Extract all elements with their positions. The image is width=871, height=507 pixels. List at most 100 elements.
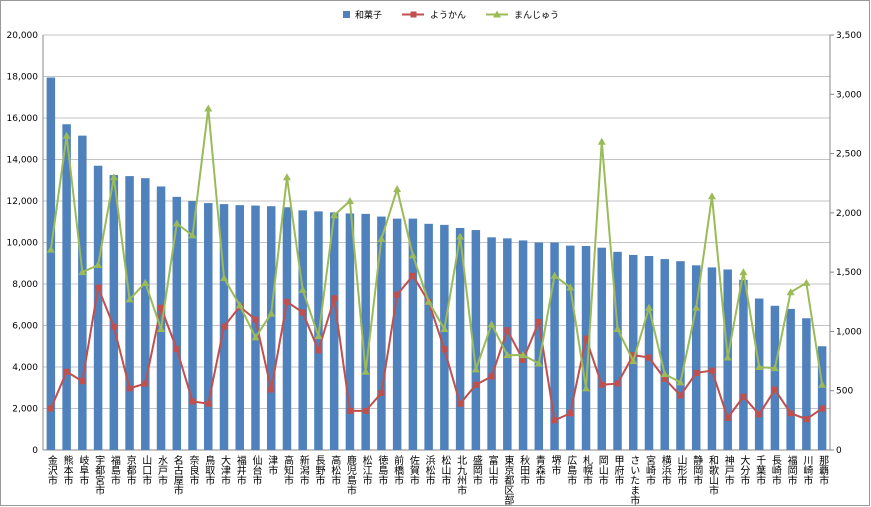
x-tick-label: 名古屋市 (171, 454, 183, 496)
legend-swatch (343, 11, 350, 18)
bar (786, 308, 795, 450)
y-tick-label: 12,000 (7, 197, 39, 207)
marker (566, 283, 575, 291)
bar (93, 165, 103, 450)
marker (63, 368, 70, 375)
bar (644, 255, 654, 450)
marker (692, 303, 701, 311)
x-tick-label: 高知市 (281, 454, 293, 486)
bar (424, 223, 433, 450)
marker (519, 351, 528, 359)
y-tick-label: 0 (32, 446, 38, 456)
x-tick-label: 山形市 (675, 455, 687, 486)
legend-label: 和菓子 (355, 9, 382, 21)
marker (661, 375, 668, 382)
marker (598, 381, 605, 388)
marker (503, 351, 512, 359)
x-tick-label: 浜松市 (423, 455, 435, 486)
x-tick-label: 札幌市 (581, 454, 593, 486)
bar (487, 237, 496, 450)
legend-marker (493, 10, 502, 18)
bar (471, 230, 481, 450)
marker (644, 303, 653, 311)
marker (803, 416, 810, 423)
x-tick-label: 盛岡市 (470, 454, 482, 486)
x-tick-label: さいたま市 (628, 455, 640, 506)
x-tick-label: 秋田市 (518, 454, 530, 486)
bar (188, 201, 197, 450)
marker (188, 231, 197, 239)
marker (125, 295, 134, 303)
bar (266, 206, 276, 450)
x-tick-label: 静岡市 (691, 454, 703, 486)
marker (819, 405, 826, 412)
marker (78, 268, 87, 276)
marker (818, 380, 827, 388)
marker (457, 400, 464, 407)
y-tick-label: 18,000 (7, 73, 39, 83)
marker (693, 369, 700, 376)
marker (173, 346, 180, 353)
bar (282, 207, 292, 450)
marker (157, 325, 166, 333)
marker (267, 309, 276, 317)
bar (754, 298, 764, 450)
marker (487, 320, 496, 328)
bar (141, 178, 150, 451)
y-tick-label: 4,000 (12, 363, 38, 373)
bar (518, 240, 528, 450)
y-tick-label: 6,000 (12, 322, 38, 332)
marker (456, 232, 465, 240)
marker (268, 386, 275, 393)
bar (392, 218, 402, 450)
marker (62, 131, 71, 139)
marker (46, 245, 55, 253)
marker (315, 347, 322, 354)
marker (235, 301, 244, 309)
bar (298, 210, 307, 450)
marker (142, 380, 149, 387)
y2-tick-label: 2,000 (836, 209, 862, 219)
x-tick-label: 福島市 (108, 454, 120, 486)
marker (158, 304, 165, 311)
marker (409, 272, 416, 279)
bar (597, 247, 607, 450)
x-tick-label: 宮崎市 (643, 454, 655, 486)
marker (645, 354, 652, 361)
bar (503, 238, 512, 450)
marker (361, 367, 370, 375)
legend-item: 和菓子 (343, 9, 382, 21)
x-tick-label: 横浜市 (659, 454, 671, 486)
x-tick-label: 新潟市 (297, 454, 309, 486)
bar (676, 261, 685, 450)
legend-marker (410, 11, 417, 18)
marker (583, 335, 590, 342)
marker (472, 381, 479, 388)
marker (220, 274, 229, 282)
marker (441, 346, 448, 353)
marker (424, 297, 433, 305)
x-tick-label: 広島市 (565, 454, 577, 486)
bar (550, 242, 559, 450)
x-tick-label: 山口市 (140, 455, 152, 486)
x-tick-label: 甲府市 (612, 455, 624, 486)
marker (707, 192, 716, 200)
marker (723, 353, 732, 361)
marker (614, 380, 621, 387)
x-tick-label: 長崎市 (769, 455, 781, 486)
bar (566, 245, 575, 450)
x-tick-label: 徳島市 (376, 454, 388, 486)
marker (47, 405, 54, 412)
bar (345, 213, 355, 450)
bar (156, 186, 166, 450)
bar (125, 176, 134, 450)
x-tick-label: 青森市 (533, 454, 545, 486)
marker (567, 410, 574, 417)
marker (724, 414, 731, 421)
marker (189, 398, 196, 405)
marker (378, 390, 385, 397)
marker (660, 370, 669, 378)
bar (613, 251, 622, 450)
x-tick-label: 大津市 (219, 454, 231, 486)
